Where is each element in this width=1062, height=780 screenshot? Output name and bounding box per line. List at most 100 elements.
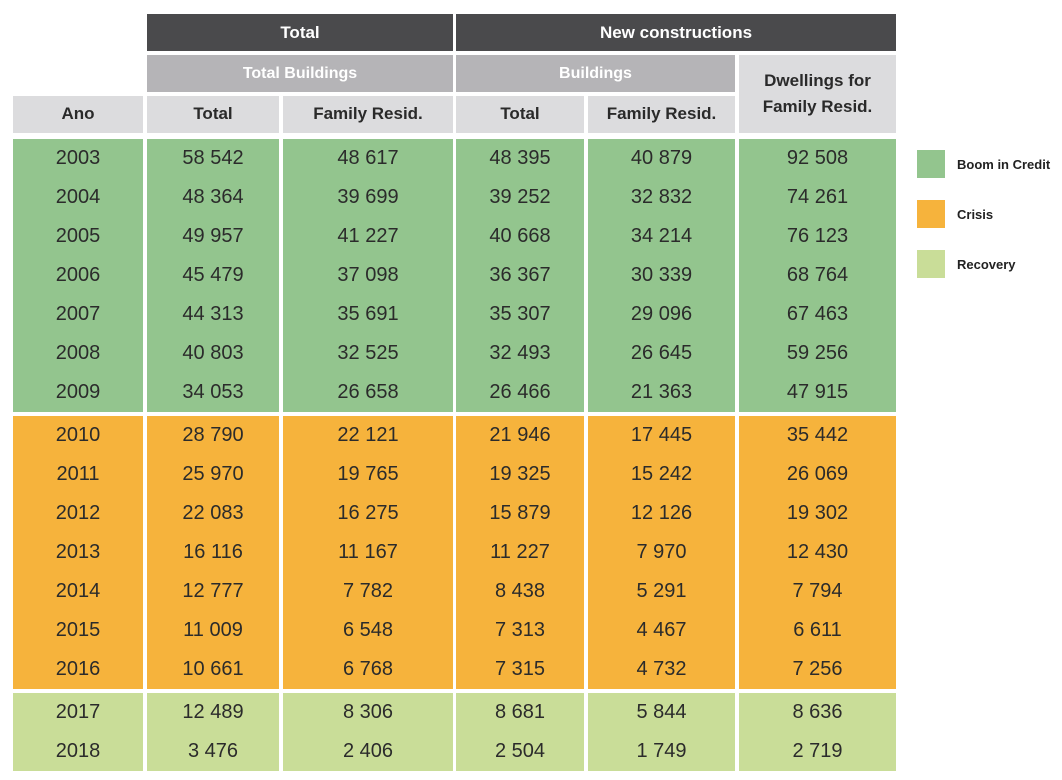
table-cell-dwellings-family: 8 636: [739, 693, 896, 732]
table-cell-total-buildings-total: 16 116: [147, 533, 279, 572]
table-cell-year: 2013: [13, 533, 143, 572]
table-cell-total-buildings-total: 34 053: [147, 373, 279, 412]
table-cell-total-buildings-total: 28 790: [147, 416, 279, 455]
table-cell-new-family: 5 844: [588, 693, 735, 732]
table-cell-new-family: 34 214: [588, 217, 735, 256]
table-cell-new-family: 21 363: [588, 373, 735, 412]
table-cell-new-total: 7 315: [456, 650, 584, 689]
construction-table: Total New constructions Total Buildings …: [13, 14, 896, 771]
table-cell-total-buildings-total: 11 009: [147, 611, 279, 650]
table-cell-year: 2004: [13, 178, 143, 217]
table-cell-total-buildings-family: 6 768: [283, 650, 453, 689]
table-cell-total-buildings-total: 22 083: [147, 494, 279, 533]
table-cell-year: 2016: [13, 650, 143, 689]
table-cell-dwellings-family: 7 256: [739, 650, 896, 689]
table-cell-new-total: 19 325: [456, 455, 584, 494]
legend-swatch-crisis: [917, 200, 945, 228]
table-cell-dwellings-family: 76 123: [739, 217, 896, 256]
table-cell-total-buildings-total: 48 364: [147, 178, 279, 217]
table-cell-new-family: 29 096: [588, 295, 735, 334]
legend-swatch-boom: [917, 150, 945, 178]
table-cell-year: 2010: [13, 416, 143, 455]
column-header-new-family: Family Resid.: [588, 96, 735, 133]
table-cell-total-buildings-family: 35 691: [283, 295, 453, 334]
header-total-buildings: Total Buildings: [147, 55, 453, 92]
table-cell-new-total: 32 493: [456, 334, 584, 373]
table-cell-dwellings-family: 12 430: [739, 533, 896, 572]
table-cell-total-buildings-family: 37 098: [283, 256, 453, 295]
table-cell-new-total: 48 395: [456, 139, 584, 178]
table-cell-new-total: 2 504: [456, 732, 584, 771]
table-cell-dwellings-family: 6 611: [739, 611, 896, 650]
table-cell-new-family: 26 645: [588, 334, 735, 373]
table-cell-new-total: 7 313: [456, 611, 584, 650]
column-header-total-buildings-family: Family Resid.: [283, 96, 453, 133]
table-cell-new-family: 32 832: [588, 178, 735, 217]
table-cell-total-buildings-total: 12 777: [147, 572, 279, 611]
legend-item-boom: Boom in Credit: [917, 150, 1050, 178]
table-cell-total-buildings-family: 39 699: [283, 178, 453, 217]
legend-label-crisis: Crisis: [957, 206, 994, 222]
legend-swatch-recovery: [917, 250, 945, 278]
table-cell-dwellings-family: 59 256: [739, 334, 896, 373]
table-cell-total-buildings-family: 26 658: [283, 373, 453, 412]
table-cell-dwellings-family: 7 794: [739, 572, 896, 611]
table-cell-new-family: 5 291: [588, 572, 735, 611]
table-cell-total-buildings-total: 49 957: [147, 217, 279, 256]
table-cell-year: 2003: [13, 139, 143, 178]
table-cell-total-buildings-family: 32 525: [283, 334, 453, 373]
legend-item-recovery: Recovery: [917, 250, 1016, 278]
table-cell-new-family: 12 126: [588, 494, 735, 533]
table-cell-total-buildings-family: 19 765: [283, 455, 453, 494]
header-new-constructions: New constructions: [456, 14, 896, 51]
table-cell-year: 2008: [13, 334, 143, 373]
table-cell-total-buildings-total: 58 542: [147, 139, 279, 178]
table-cell-total-buildings-total: 25 970: [147, 455, 279, 494]
table-cell-total-buildings-family: 41 227: [283, 217, 453, 256]
table-cell-dwellings-family: 92 508: [739, 139, 896, 178]
table-cell-dwellings-family: 68 764: [739, 256, 896, 295]
table-cell-total-buildings-family: 22 121: [283, 416, 453, 455]
table-cell-total-buildings-family: 16 275: [283, 494, 453, 533]
table-cell-total-buildings-family: 7 782: [283, 572, 453, 611]
header-buildings: Buildings: [456, 55, 735, 92]
table-cell-total-buildings-total: 45 479: [147, 256, 279, 295]
table-cell-new-family: 4 732: [588, 650, 735, 689]
table-cell-dwellings-family: 26 069: [739, 455, 896, 494]
table-cell-total-buildings-total: 3 476: [147, 732, 279, 771]
table-cell-year: 2007: [13, 295, 143, 334]
table-cell-new-family: 30 339: [588, 256, 735, 295]
table-cell-new-family: 4 467: [588, 611, 735, 650]
header-dwellings-family-resid: Dwellings for Family Resid.: [739, 55, 896, 133]
table-cell-total-buildings-family: 48 617: [283, 139, 453, 178]
table-cell-year: 2015: [13, 611, 143, 650]
table-cell-total-buildings-total: 10 661: [147, 650, 279, 689]
table-cell-total-buildings-family: 6 548: [283, 611, 453, 650]
column-header-total-buildings-total: Total: [147, 96, 279, 133]
table-cell-total-buildings-family: 11 167: [283, 533, 453, 572]
table-cell-dwellings-family: 67 463: [739, 295, 896, 334]
table-cell-new-total: 39 252: [456, 178, 584, 217]
column-header-new-total: Total: [456, 96, 584, 133]
table-cell-new-total: 35 307: [456, 295, 584, 334]
table-cell-new-family: 17 445: [588, 416, 735, 455]
table-cell-year: 2009: [13, 373, 143, 412]
table-cell-new-total: 26 466: [456, 373, 584, 412]
table-cell-year: 2018: [13, 732, 143, 771]
table-cell-new-total: 8 681: [456, 693, 584, 732]
table-cell-dwellings-family: 2 719: [739, 732, 896, 771]
table-cell-year: 2005: [13, 217, 143, 256]
table-cell-new-total: 36 367: [456, 256, 584, 295]
legend-label-recovery: Recovery: [957, 256, 1016, 272]
table-cell-total-buildings-family: 8 306: [283, 693, 453, 732]
header-total: Total: [147, 14, 453, 51]
table-cell-year: 2011: [13, 455, 143, 494]
table-cell-dwellings-family: 74 261: [739, 178, 896, 217]
table-cell-new-total: 15 879: [456, 494, 584, 533]
table-cell-dwellings-family: 19 302: [739, 494, 896, 533]
table-cell-new-total: 21 946: [456, 416, 584, 455]
table-cell-new-family: 40 879: [588, 139, 735, 178]
table-cell-year: 2012: [13, 494, 143, 533]
table-cell-new-family: 7 970: [588, 533, 735, 572]
table-cell-new-family: 1 749: [588, 732, 735, 771]
